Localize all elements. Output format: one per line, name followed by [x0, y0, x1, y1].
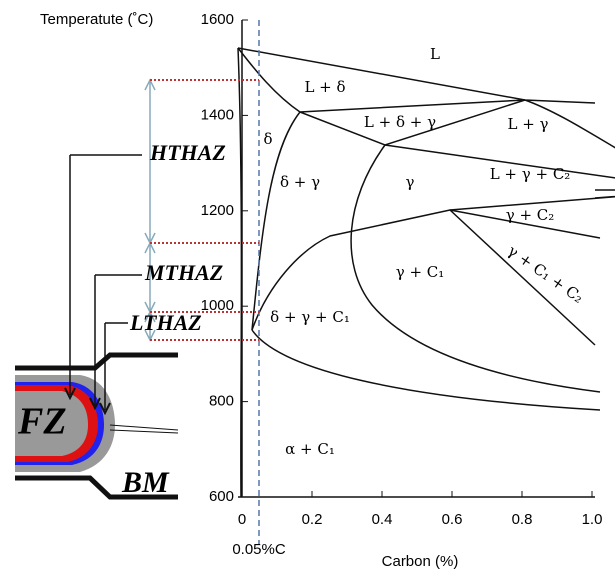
region-label: α + C₁ — [285, 440, 335, 458]
x-tick-label: 0.6 — [442, 511, 463, 528]
zone-label: HTHAZ — [149, 140, 226, 165]
region-label: L + γ + C₂ — [490, 165, 571, 183]
region-label: L + γ — [507, 115, 548, 133]
phase-boundaries — [237, 47, 615, 498]
region-label: L — [430, 45, 440, 63]
y-tick-label: 1400 — [201, 106, 234, 123]
x-tick-label: 0.8 — [512, 511, 533, 528]
region-label: δ + γ — [280, 173, 320, 191]
zone-label: MTHAZ — [144, 260, 223, 285]
x-tick-label: 1.0 — [582, 511, 603, 528]
region-label: δ + γ + C₁ — [270, 308, 350, 326]
x-tick-label: 0.2 — [302, 511, 323, 528]
y-tick-label: 1000 — [201, 297, 234, 314]
region-label: γ + C₁ — [396, 263, 445, 281]
region-label: γ + C₁ + C₂ — [504, 242, 587, 307]
region-label: L + δ — [304, 78, 345, 96]
region-label: δ — [263, 130, 272, 148]
y-axis-title: Temperatute (˚C) — [40, 11, 153, 28]
marker-label: 0.05%C — [232, 541, 286, 558]
y-tick-label: 800 — [209, 393, 234, 410]
region-label: γ — [406, 173, 415, 191]
x-tick-label: 0 — [238, 511, 246, 528]
hazard-schematic — [15, 78, 259, 500]
x-axis-title: Carbon (%) — [382, 553, 459, 570]
zone-label: LTHAZ — [129, 310, 202, 335]
zone-label: BM — [121, 466, 170, 499]
zone-label: FZ — [17, 401, 67, 443]
region-label: γ + C₂ — [506, 206, 555, 224]
x-tick-label: 0.4 — [372, 511, 393, 528]
y-tick-label: 1600 — [201, 11, 234, 28]
y-tick-label: 1200 — [201, 202, 234, 219]
region-label: L + δ + γ — [364, 113, 436, 131]
y-tick-label: 600 — [209, 488, 234, 505]
